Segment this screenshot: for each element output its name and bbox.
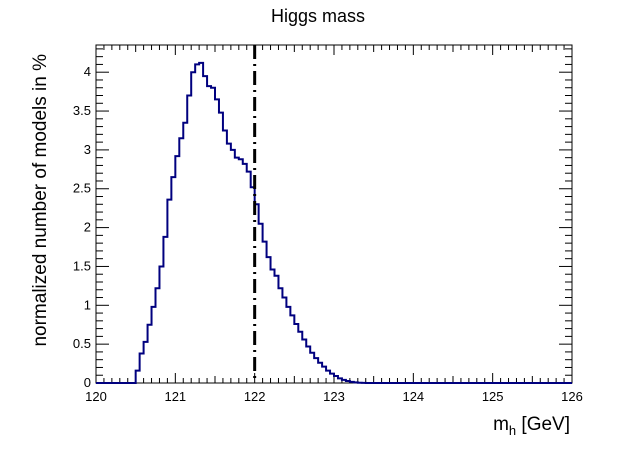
x-tick-label: 120 (85, 389, 107, 404)
x-axis-tick-labels: 120 121 122 123 124 125 126 (85, 389, 583, 404)
y-axis-label: normalized number of models in % (30, 54, 51, 347)
y-tick-label: 2 (84, 220, 91, 235)
y-tick-label: 1 (84, 297, 91, 312)
x-tick-label: 121 (164, 389, 186, 404)
x-tick-label: 125 (482, 389, 504, 404)
histogram-series (96, 61, 572, 384)
x-axis-label: mh [GeV] (493, 414, 570, 438)
x-tick-label: 124 (402, 389, 424, 404)
chart-title: Higgs mass (271, 6, 365, 26)
y-tick-label: 4 (84, 64, 91, 79)
y-tick-label: 0.5 (73, 336, 91, 351)
x-tick-label: 126 (561, 389, 583, 404)
x-tick-label: 123 (323, 389, 345, 404)
y-tick-label: 3 (84, 142, 91, 157)
x-axis-label-unit: [GeV] (516, 414, 570, 435)
x-tick-label: 122 (244, 389, 266, 404)
y-tick-label: 0 (84, 375, 91, 390)
y-tick-label: 3.5 (73, 103, 91, 118)
y-axis-tick-labels: 0 0.5 1 1.5 2 2.5 3 3.5 4 (73, 64, 91, 390)
y-tick-label: 2.5 (73, 181, 91, 196)
x-axis-label-main: m (493, 414, 509, 435)
y-tick-label: 1.5 (73, 258, 91, 273)
y-axis-ticks (96, 48, 572, 384)
x-axis-label-sub: h (509, 423, 516, 438)
